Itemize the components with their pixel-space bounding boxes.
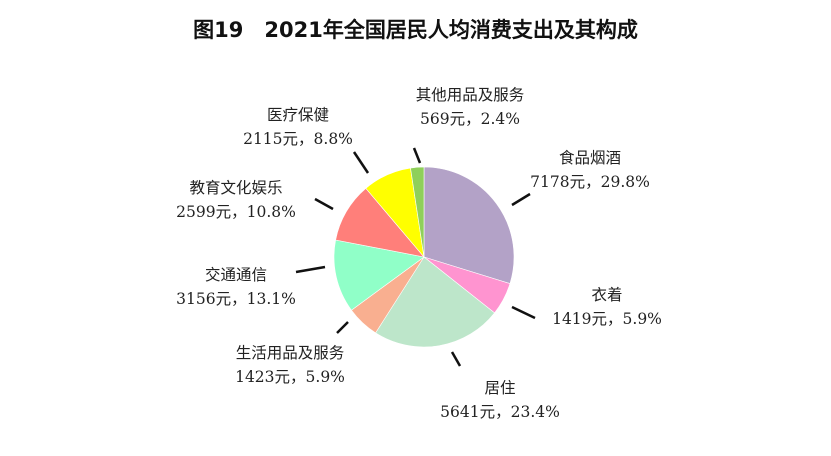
slice-name-label: 食品烟酒 bbox=[559, 149, 621, 167]
slice-name-label: 生活用品及服务 bbox=[236, 344, 345, 362]
chart-title: 图19 2021年全国居民人均消费支出及其构成 bbox=[193, 18, 638, 42]
pie-slice-0 bbox=[423, 166, 515, 284]
leader-line-2 bbox=[450, 351, 462, 367]
slice-value-label: 2599元，10.8% bbox=[176, 203, 296, 221]
slice-name-label: 教育文化娱乐 bbox=[189, 179, 282, 197]
slice-value-label: 1423元，5.9% bbox=[235, 368, 345, 386]
leader-line-3 bbox=[336, 321, 349, 334]
slice-value-label: 7178元，29.8% bbox=[530, 173, 650, 191]
slice-name-label: 居住 bbox=[484, 379, 515, 397]
leader-line-7 bbox=[412, 147, 422, 164]
leader-line-6 bbox=[352, 151, 370, 174]
slice-value-label: 2115元，8.8% bbox=[243, 130, 353, 148]
pie-slice-7 bbox=[410, 166, 425, 258]
slice-value-label: 5641元，23.4% bbox=[440, 403, 560, 421]
slice-name-label: 交通通信 bbox=[205, 266, 267, 284]
pie-slice-2 bbox=[375, 256, 495, 348]
leader-line-0 bbox=[511, 192, 531, 207]
leader-line-5 bbox=[314, 197, 334, 211]
slice-name-label: 医疗保健 bbox=[267, 106, 329, 124]
pie-slice-4 bbox=[333, 239, 425, 311]
slice-name-label: 其他用品及服务 bbox=[416, 86, 525, 104]
leader-line-4 bbox=[295, 265, 326, 274]
leader-line-1 bbox=[511, 305, 536, 320]
slice-value-label: 569元，2.4% bbox=[420, 110, 520, 128]
slice-value-label: 1419元，5.9% bbox=[552, 310, 662, 328]
slice-name-label: 衣着 bbox=[591, 286, 622, 304]
slice-value-label: 3156元，13.1% bbox=[176, 290, 296, 308]
